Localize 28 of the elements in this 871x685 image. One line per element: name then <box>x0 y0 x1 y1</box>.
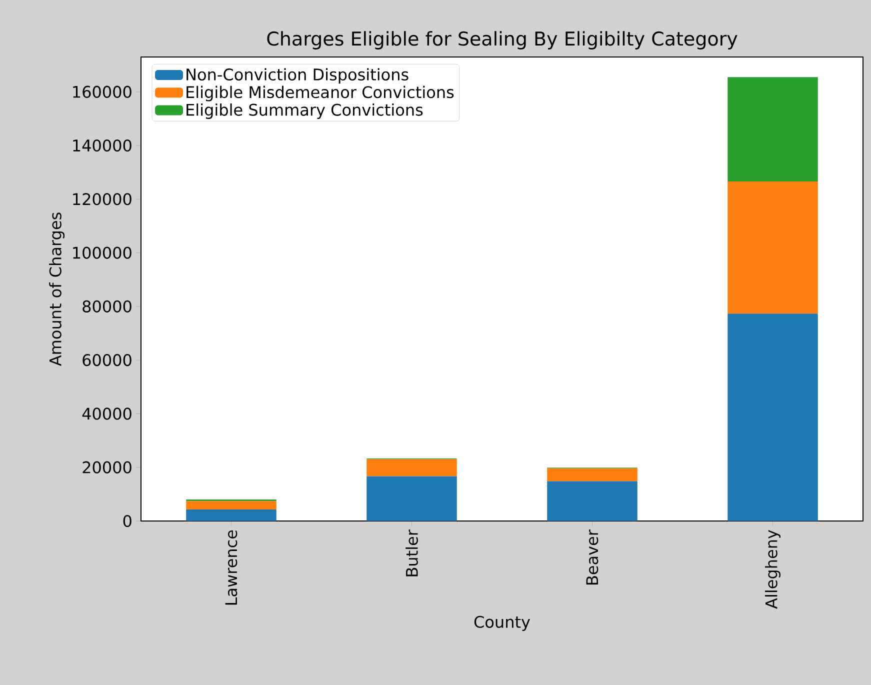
bar <box>728 77 818 182</box>
y-tick-label: 60000 <box>82 354 132 366</box>
x-tick-label: Butler <box>406 530 418 576</box>
y-tick-label: 120000 <box>73 193 132 206</box>
bar <box>366 459 457 476</box>
legend-label: Eligible Misdemeanor Convictions <box>186 86 454 102</box>
bar <box>547 481 638 521</box>
legend-label: Eligible Summary Convictions <box>186 103 423 119</box>
x-axis-title: County <box>474 616 530 632</box>
bar <box>186 501 276 510</box>
y-tick-label: 40000 <box>82 408 132 420</box>
y-tick-label: 160000 <box>73 86 132 98</box>
bar <box>728 181 818 314</box>
bar <box>547 468 638 482</box>
x-tick-label: Lawrence <box>225 530 238 605</box>
x-tick-label: Beaver <box>586 530 598 584</box>
y-tick-label: 20000 <box>82 461 132 474</box>
y-tick-label: 100000 <box>73 246 132 259</box>
bar <box>186 509 276 521</box>
y-tick-label: 0 <box>123 514 132 528</box>
y-tick-label: 80000 <box>82 300 132 312</box>
legend-label: Non-Conviction Dispositions <box>186 68 408 84</box>
chart-title: Charges Eligible for Sealing By Eligibilty Category <box>267 31 738 50</box>
x-tick-label: Allegheny <box>765 530 780 609</box>
y-axis-title: Amount of Charges <box>49 212 65 366</box>
bar <box>366 476 457 521</box>
y-tick-label: 140000 <box>73 139 132 152</box>
bar <box>728 314 818 521</box>
